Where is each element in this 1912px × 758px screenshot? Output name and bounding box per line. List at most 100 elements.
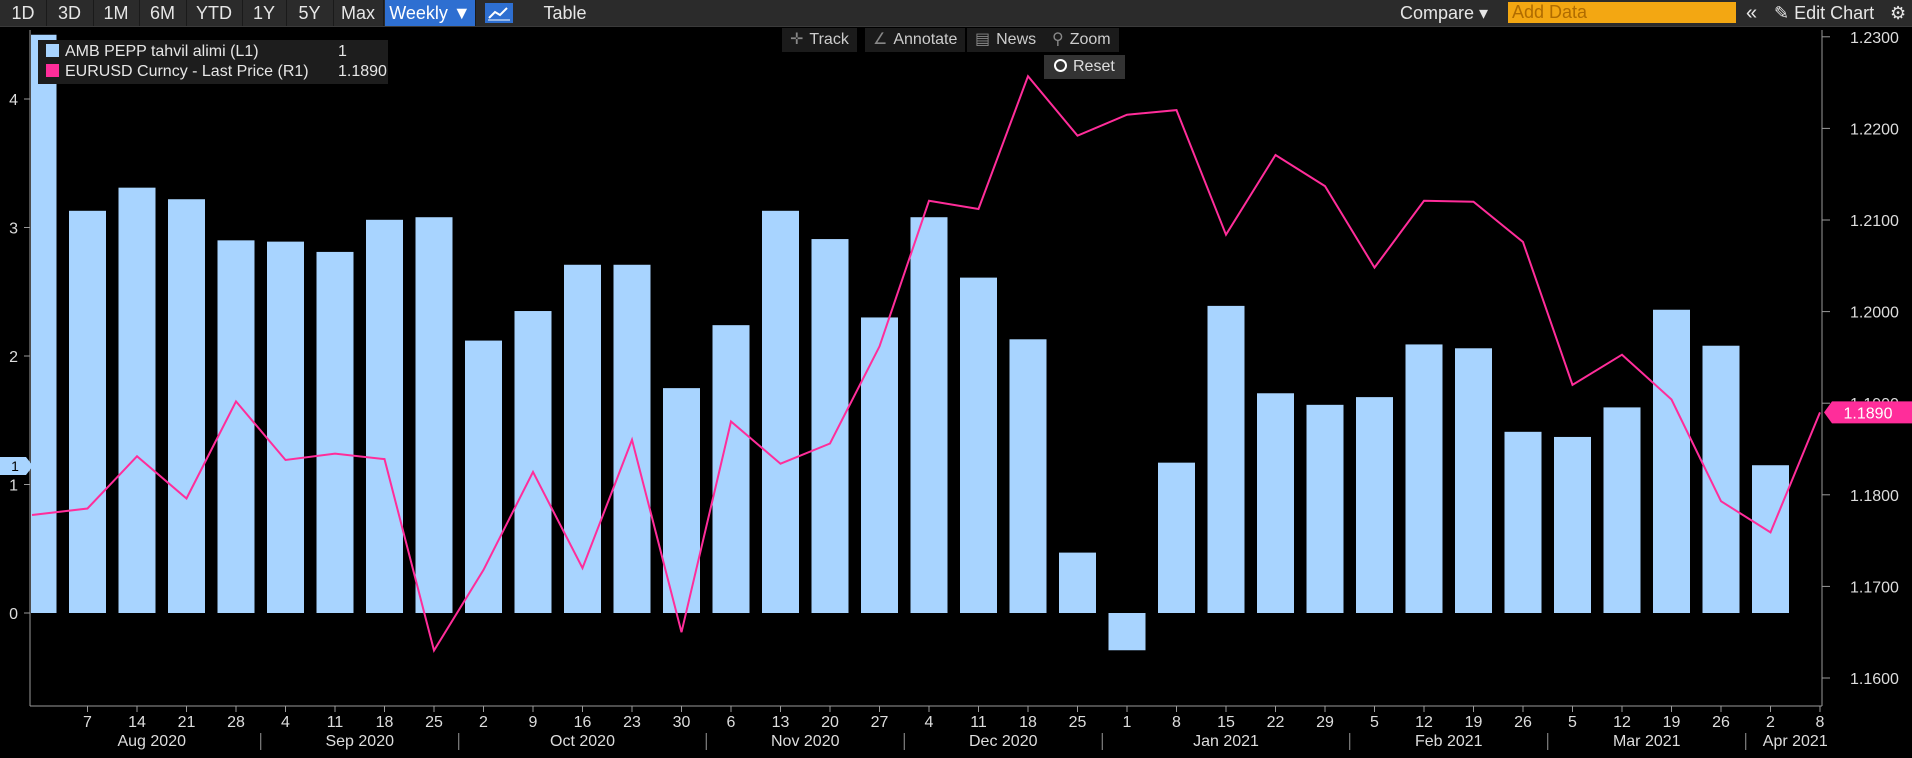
- magnifier-icon: ⚲: [1052, 31, 1064, 48]
- compare-dropdown[interactable]: Compare ▾: [1400, 3, 1489, 23]
- collapse-icon[interactable]: «: [1746, 2, 1758, 24]
- x-tick-label: 8: [1172, 714, 1181, 731]
- bar: [1603, 407, 1641, 613]
- crosshair-icon: ✛: [790, 31, 804, 48]
- edit-chart-button[interactable]: ✎ Edit Chart: [1774, 3, 1875, 23]
- news-label: News: [996, 31, 1037, 48]
- bar: [811, 239, 849, 613]
- bar: [1158, 462, 1195, 613]
- month-label: Aug 2020: [117, 733, 186, 750]
- right-tick-label: 1.1800: [1850, 488, 1899, 505]
- x-tick-label: 6: [727, 714, 736, 731]
- x-tick-label: 15: [1217, 714, 1235, 731]
- left-last-value-marker: [0, 457, 33, 475]
- legend-value: 1: [338, 43, 347, 60]
- legend-swatch: [46, 44, 59, 57]
- x-tick-label: 20: [821, 714, 839, 731]
- period-button-5y[interactable]: 5Y: [286, 0, 334, 26]
- bar: [960, 277, 997, 613]
- right-tick-label: 1.2000: [1850, 305, 1899, 322]
- bar: [1257, 393, 1294, 613]
- table-button[interactable]: Table: [543, 3, 587, 23]
- period-button-1m[interactable]: 1M: [93, 0, 140, 26]
- bar: [366, 219, 403, 614]
- bar: [1504, 431, 1542, 613]
- x-tick-label: 25: [1069, 714, 1087, 731]
- bar: [1059, 552, 1096, 613]
- bar: [861, 317, 898, 613]
- eurusd-line: [31, 74, 1821, 654]
- x-tick-label: 5: [1568, 714, 1577, 731]
- x-tick-label: 18: [1019, 714, 1037, 731]
- x-tick-label: 2: [1766, 714, 1775, 731]
- period-button-1y[interactable]: 1Y: [242, 0, 287, 26]
- x-tick-label: 30: [673, 714, 691, 731]
- bar: [69, 210, 106, 614]
- left-tick-label: 1: [9, 478, 18, 495]
- bar: [762, 210, 799, 614]
- month-label: Apr 2021: [1763, 733, 1828, 750]
- x-tick-label: 29: [1316, 714, 1334, 731]
- news-button[interactable]: ▤ News: [967, 28, 1045, 52]
- x-tick-label: 12: [1415, 714, 1433, 731]
- chart-toolbar: 1D 3D 1M 6M YTD 1Y 5Y Max Weekly ▼ Table Compar…: [0, 0, 1912, 27]
- track-button[interactable]: ✛ Track: [782, 28, 857, 52]
- x-tick-label: 13: [772, 714, 790, 731]
- right-tick-label: 1.1600: [1850, 671, 1899, 688]
- add-data-input[interactable]: [1508, 2, 1736, 23]
- x-tick-label: 4: [281, 714, 290, 731]
- x-tick-label: 7: [83, 714, 92, 731]
- month-label: Oct 2020: [550, 733, 615, 750]
- legend-label: AMB PEPP tahvil alimi (L1): [65, 43, 259, 60]
- pencil-icon: ∠: [873, 31, 888, 48]
- x-tick-label: 1: [1123, 714, 1132, 731]
- x-tick-label: 19: [1663, 714, 1681, 731]
- frequency-dropdown[interactable]: Weekly ▼: [385, 0, 476, 26]
- bar: [118, 187, 156, 614]
- x-tick-label: 25: [425, 714, 443, 731]
- track-label: Track: [809, 31, 849, 48]
- period-button-6m[interactable]: 6M: [139, 0, 187, 26]
- month-label: Jan 2021: [1193, 733, 1259, 750]
- month-label: Feb 2021: [1415, 733, 1483, 750]
- bar: [415, 217, 453, 613]
- news-icon: ▤: [975, 31, 991, 48]
- x-tick-label: 16: [574, 714, 592, 731]
- bar: [1702, 345, 1740, 613]
- zoom-label: Zoom: [1069, 31, 1111, 48]
- right-last-value-marker: [1824, 401, 1912, 424]
- period-button-max[interactable]: Max: [333, 0, 384, 26]
- period-button-3d[interactable]: 3D: [46, 0, 94, 26]
- month-label: Dec 2020: [969, 733, 1038, 750]
- right-tick-label: 1.2300: [1850, 30, 1899, 47]
- bar: [1108, 613, 1146, 651]
- right-tick-label: 1.2100: [1850, 213, 1899, 230]
- bar: [1207, 305, 1245, 613]
- annotate-label: Annotate: [893, 31, 958, 48]
- bar: [316, 251, 354, 614]
- x-tick-label: 14: [128, 714, 146, 731]
- zoom-button[interactable]: ⚲ Zoom: [1044, 28, 1119, 52]
- x-tick-label: 23: [623, 714, 641, 731]
- annotate-button[interactable]: ∠ Annotate: [865, 28, 966, 52]
- x-tick-label: 22: [1267, 714, 1285, 731]
- x-tick-label: 26: [1712, 714, 1730, 731]
- bar: [1306, 404, 1344, 613]
- x-tick-label: 21: [178, 714, 196, 731]
- bar: [514, 311, 552, 613]
- bar: [267, 241, 304, 613]
- left-tick-label: 3: [9, 221, 18, 238]
- chart-type-icon[interactable]: [485, 3, 513, 23]
- period-button-1d[interactable]: 1D: [0, 0, 47, 26]
- bar: [1752, 465, 1789, 613]
- bar: [1009, 339, 1047, 613]
- month-label: Nov 2020: [771, 733, 840, 750]
- right-tick-label: 1.2200: [1850, 121, 1899, 138]
- left-tick-label: 2: [9, 349, 18, 366]
- period-button-ytd[interactable]: YTD: [186, 0, 243, 26]
- settings-icon[interactable]: ⚙: [1890, 3, 1907, 23]
- reset-button[interactable]: Reset: [1044, 55, 1125, 79]
- month-label: Mar 2021: [1613, 733, 1681, 750]
- left-tick-label: 0: [9, 606, 18, 623]
- x-tick-label: 19: [1465, 714, 1483, 731]
